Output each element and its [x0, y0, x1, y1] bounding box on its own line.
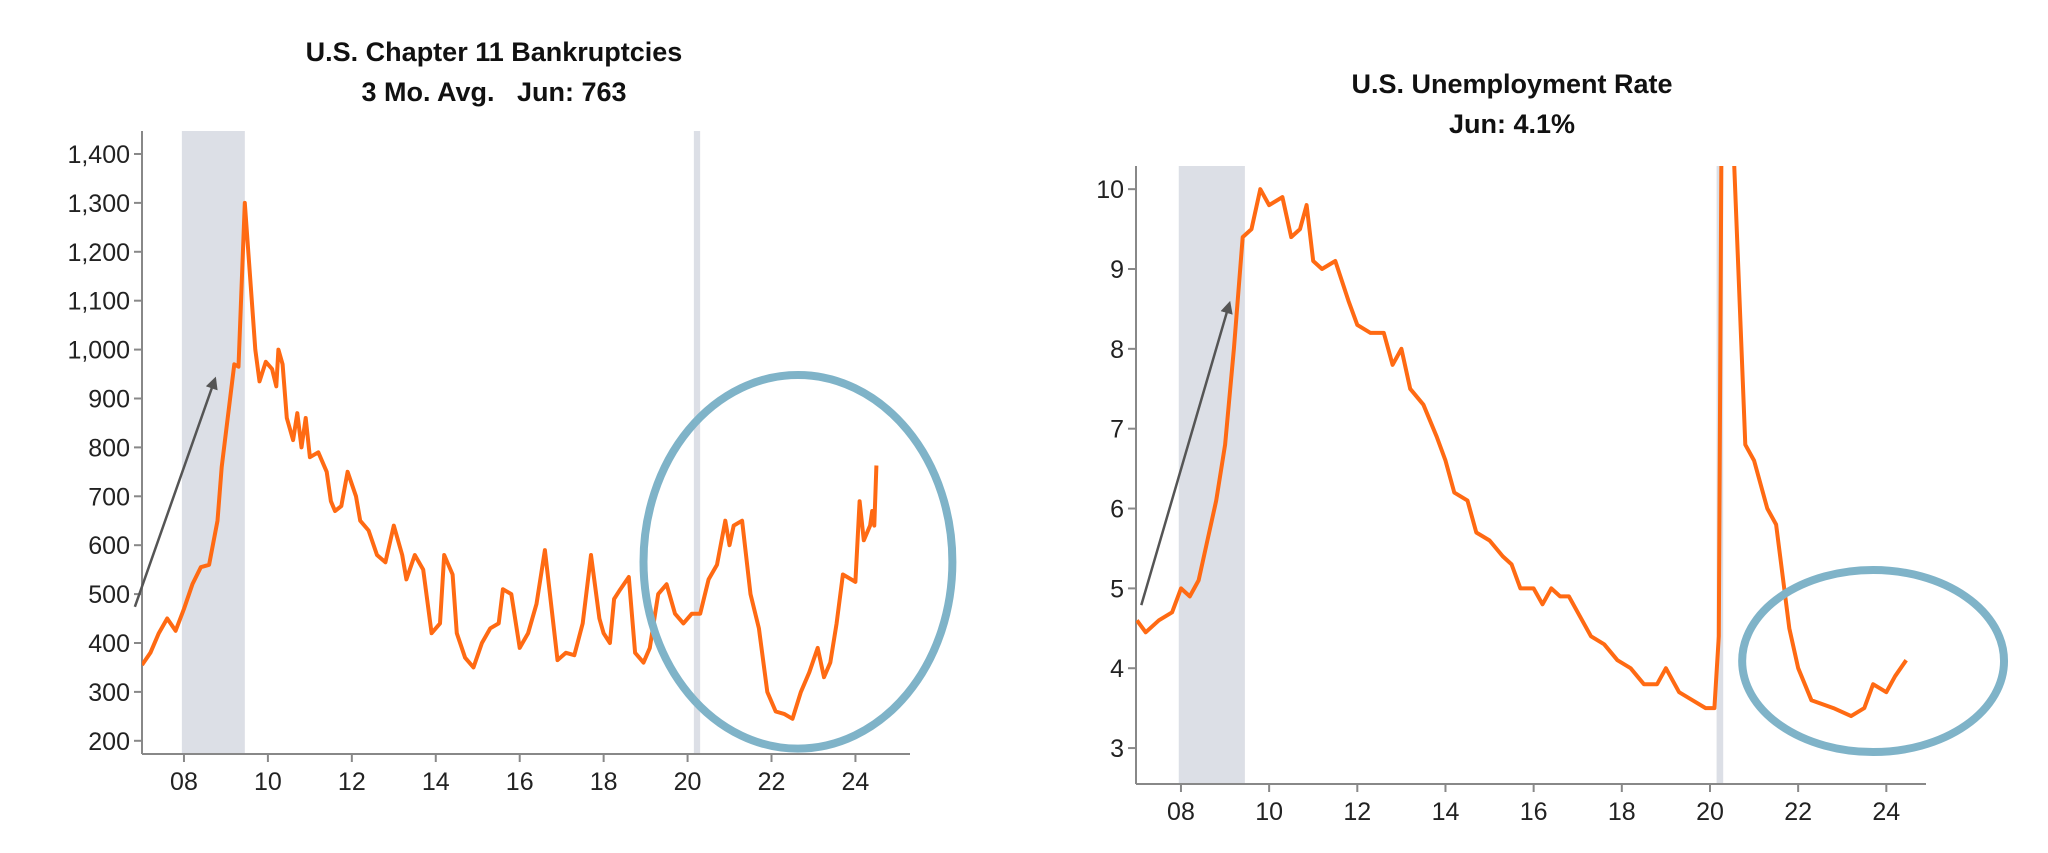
bankruptcies-x-tick-label: 14: [422, 768, 450, 796]
bankruptcies-x-tick-label: 10: [254, 768, 282, 796]
unemployment-subtitle: Jun: 4.1%: [1448, 109, 1576, 139]
bankruptcies-y-tick-label: 1,100: [67, 288, 130, 316]
unemployment-y-tick-label: 6: [1110, 496, 1124, 524]
bankruptcies-highlight-ellipse: [639, 371, 957, 753]
bankruptcies-y-tick-label: 800: [88, 434, 130, 462]
bankruptcies-trend-arrow: [133, 376, 218, 608]
bankruptcies-x-tick-label: 08: [170, 768, 198, 796]
unemployment-x-tick-label: 08: [1167, 798, 1195, 826]
bankruptcies-y-tick-label: 600: [88, 532, 130, 560]
bankruptcies-y-tick-label: 1,000: [67, 337, 130, 365]
bankruptcies-title-line1: U.S. Chapter 11 Bankruptcies: [305, 37, 683, 67]
bankruptcies-x-tick-label: 16: [506, 768, 534, 796]
unemployment-highlight-ellipse: [1738, 566, 2009, 757]
unemployment-title: U.S. Unemployment Rate Jun: 4.1%: [1162, 64, 1862, 144]
bankruptcies-y-tick-label: 200: [88, 728, 130, 756]
unemployment-x-tick-label: 22: [1784, 798, 1812, 826]
bankruptcies-title: U.S. Chapter 11 Bankruptcies 3 Mo. Avg. …: [144, 32, 844, 112]
bankruptcies-recession-shade: [181, 131, 245, 754]
bankruptcies-y-tick-label: 900: [88, 385, 130, 413]
unemployment-title-line1: U.S. Unemployment Rate: [1351, 69, 1673, 99]
unemployment-y-tick-label: 4: [1110, 655, 1124, 683]
bankruptcies-y-tick-label: 500: [88, 581, 130, 609]
bankruptcies-x-tick-label: 12: [338, 768, 366, 796]
unemployment-y-tick-label: 7: [1110, 416, 1124, 444]
bankruptcies-x-tick-label: 24: [842, 768, 870, 796]
unemployment-x-tick-label: 24: [1872, 798, 1900, 826]
unemployment-x-tick-label: 16: [1520, 798, 1548, 826]
unemployment-y-tick-label: 9: [1110, 256, 1124, 284]
bankruptcies-x-tick-label: 20: [674, 768, 702, 796]
unemployment-x-tick-label: 12: [1343, 798, 1371, 826]
unemployment-y-tick-label: 10: [1096, 176, 1124, 204]
unemployment-series-line: [1136, 166, 1908, 719]
unemployment-y-tick-label: 3: [1110, 735, 1124, 763]
unemployment-trend-arrow: [1140, 300, 1233, 606]
bankruptcies-subtitle: 3 Mo. Avg. Jun: 763: [361, 77, 627, 107]
unemployment-y-tick-label: 8: [1110, 336, 1124, 364]
bankruptcies-y-tick-label: 400: [88, 630, 130, 658]
unemployment-y-tick-label: 5: [1110, 575, 1124, 603]
unemployment-x-tick-label: 20: [1696, 798, 1724, 826]
bankruptcies-y-tick-label: 700: [88, 483, 130, 511]
unemployment-x-tick-label: 14: [1432, 798, 1460, 826]
bankruptcies-y-tick-label: 1,400: [67, 141, 130, 169]
bankruptcies-x-tick-label: 18: [590, 768, 618, 796]
bankruptcies-recession-shade: [693, 131, 701, 754]
bankruptcies-y-tick-label: 1,200: [67, 239, 130, 267]
bankruptcies-y-tick-label: 1,300: [67, 190, 130, 218]
unemployment-recession-shade: [1178, 166, 1245, 784]
bankruptcies-x-tick-label: 22: [758, 768, 786, 796]
unemployment-x-tick-label: 18: [1608, 798, 1636, 826]
unemployment-x-tick-label: 10: [1255, 798, 1283, 826]
bankruptcies-series-line: [142, 200, 879, 721]
bankruptcies-y-tick-label: 300: [88, 679, 130, 707]
